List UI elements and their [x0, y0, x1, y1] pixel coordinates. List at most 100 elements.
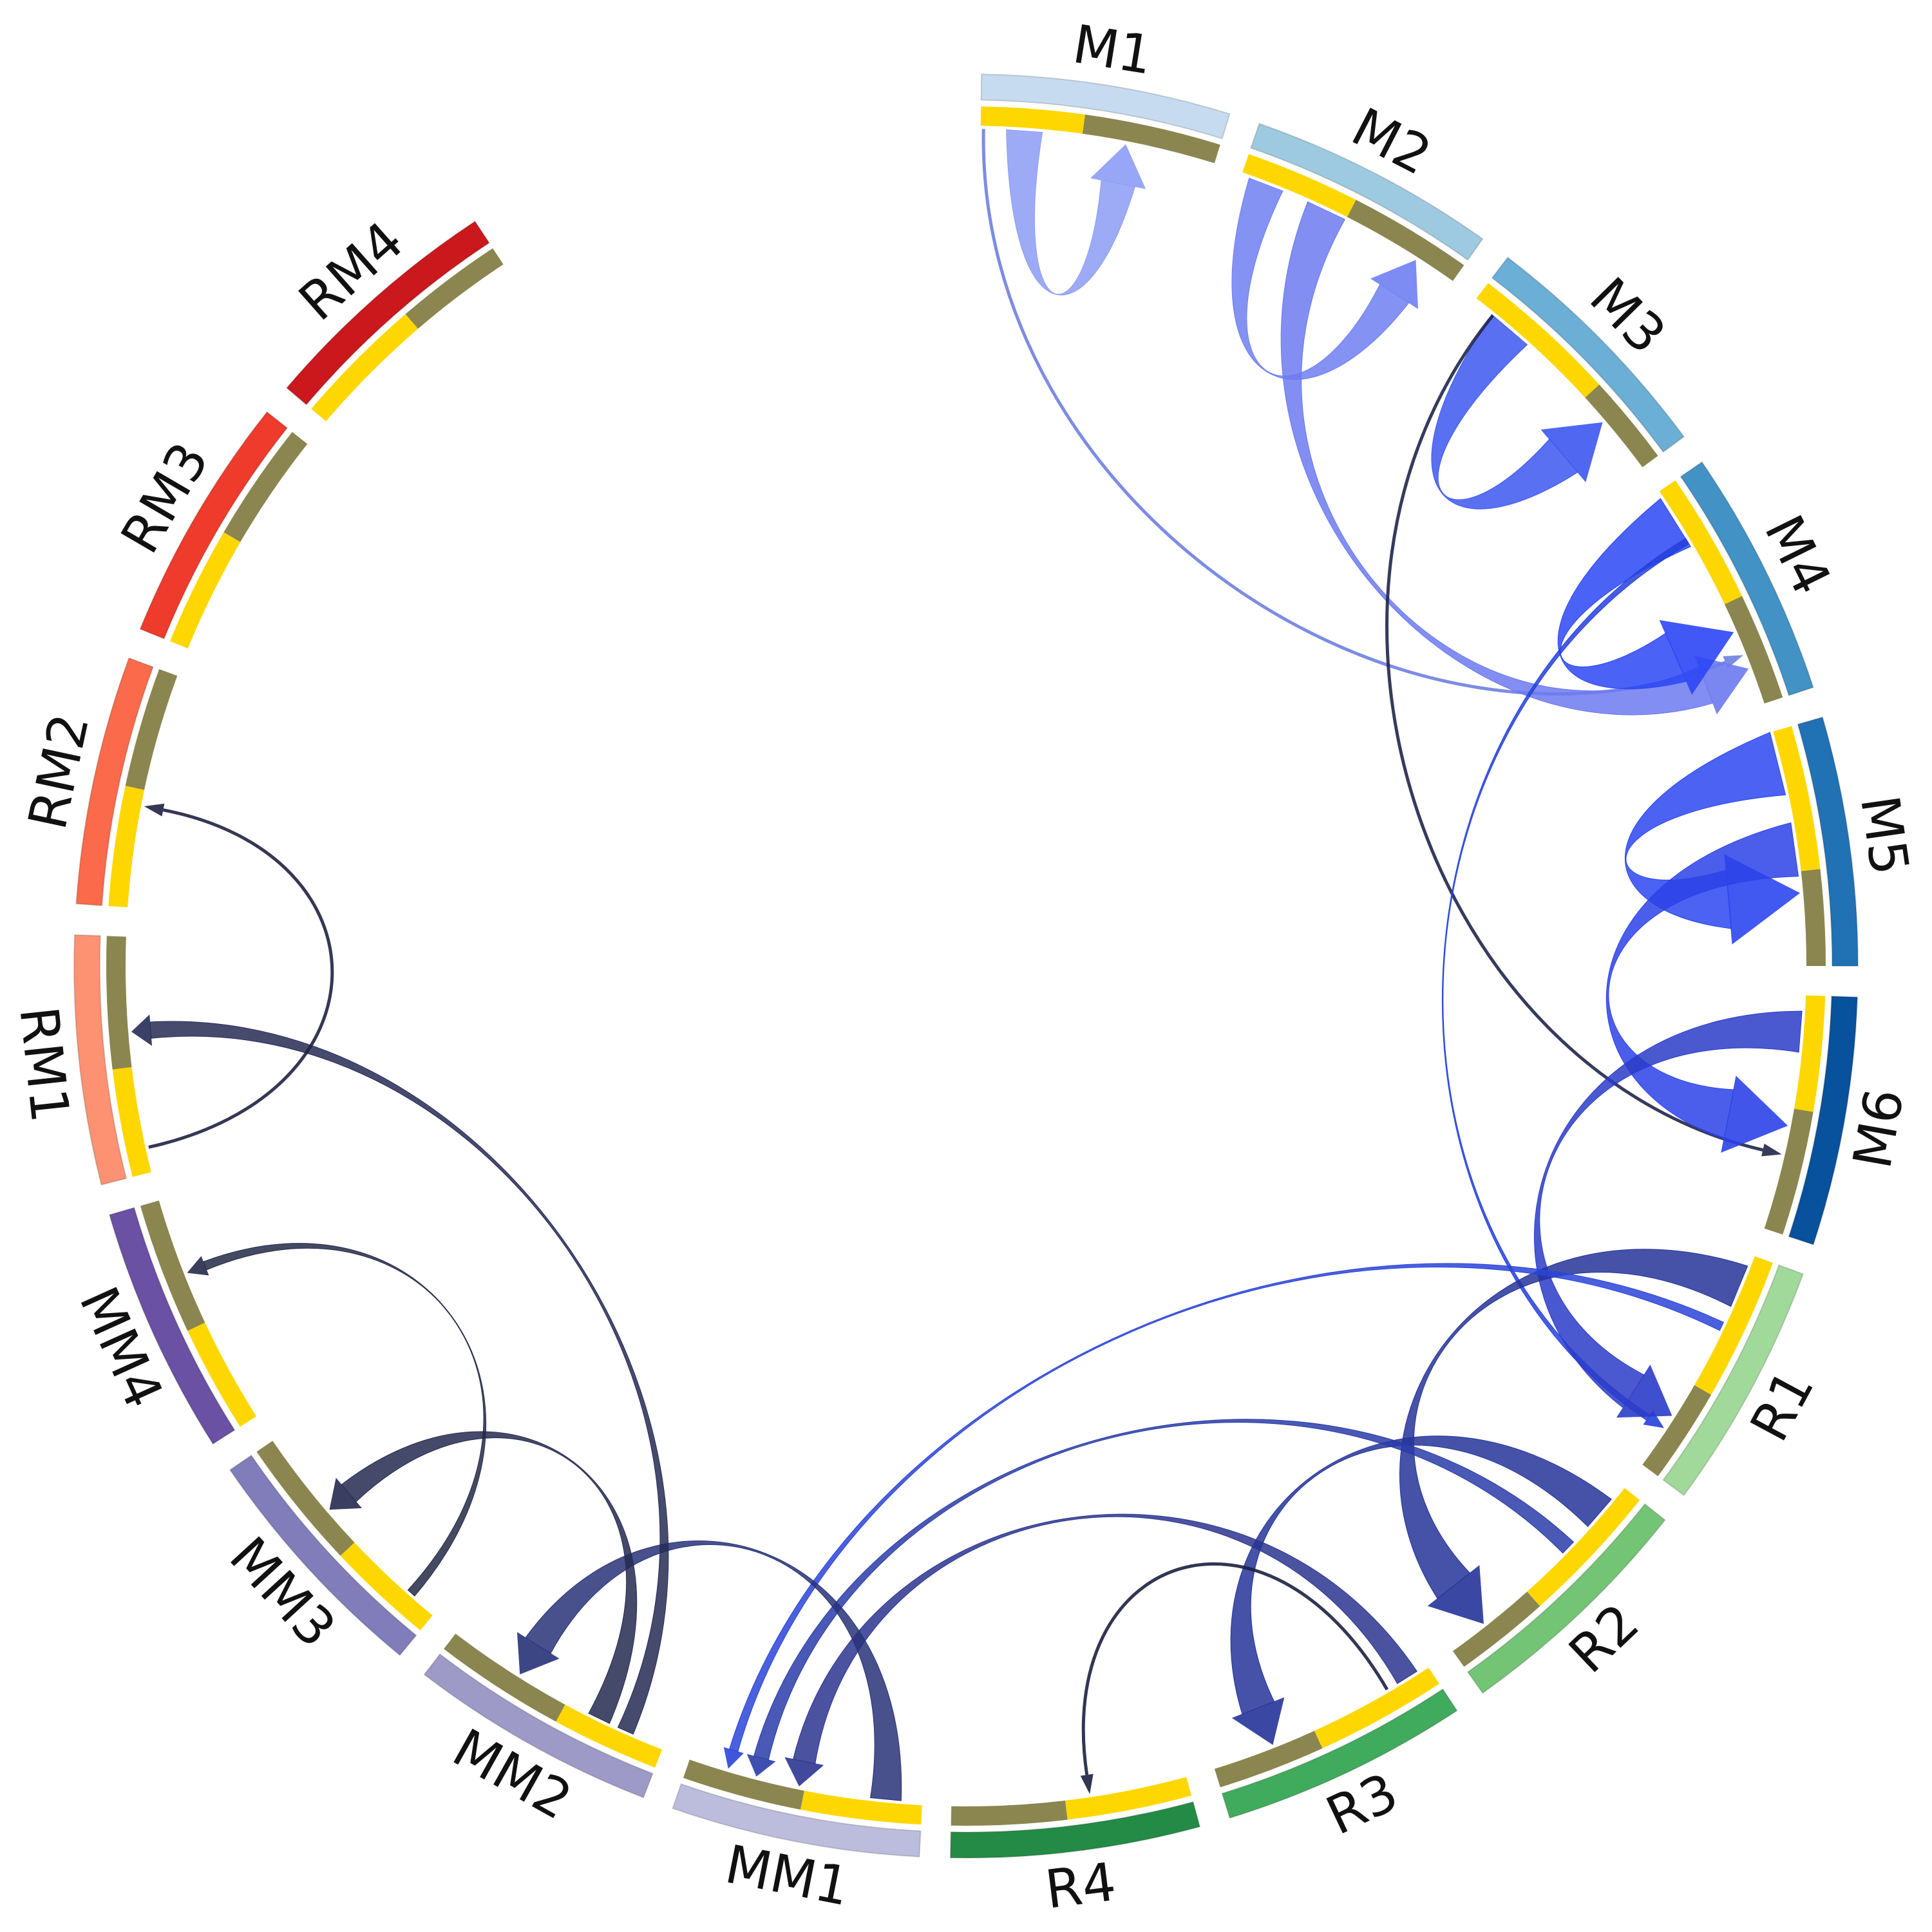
- link-r3-to-mm1: [784, 1513, 1417, 1786]
- segment-mm3: [229, 1441, 433, 1656]
- segment-m4-out-track: [1659, 480, 1743, 605]
- segment-mm3-in-track: [256, 1441, 355, 1556]
- segment-mm1-out-track: [800, 1790, 922, 1825]
- segment-r3: [1214, 1667, 1458, 1819]
- segment-r3-in-track: [1214, 1730, 1323, 1788]
- link-arrowhead: [723, 1747, 744, 1769]
- segment-m1-in-track: [1082, 114, 1220, 164]
- segment-mm1-arc: [672, 1783, 922, 1858]
- segment-m1-out-track: [980, 106, 1086, 134]
- link-m3-to-m3: [1431, 314, 1603, 509]
- link-body: [1385, 314, 1764, 1152]
- segment-rm2-out-track: [108, 786, 144, 907]
- link-arrowhead: [746, 1754, 776, 1777]
- segment-label-m5: M5: [1848, 792, 1920, 879]
- segment-m3-in-track: [1585, 384, 1658, 468]
- segment-mm2: [423, 1633, 663, 1799]
- segment-rm3-out-track: [169, 532, 241, 649]
- link-arrowhead: [329, 1477, 363, 1510]
- segment-rm2: [75, 657, 178, 907]
- link-arrowhead: [1427, 1565, 1484, 1624]
- segment-rm1-out-track: [112, 1067, 151, 1177]
- segment-rm4-arc: [285, 220, 490, 406]
- segment-m6-in-track: [1764, 1108, 1814, 1235]
- link-r3-to-r4: [1080, 1562, 1389, 1794]
- segment-m4-arc: [1680, 461, 1814, 697]
- link-body: [1081, 1562, 1389, 1776]
- link-arrowhead: [1616, 1364, 1672, 1418]
- segment-mm4-arc: [108, 1207, 236, 1445]
- segment-m1: [980, 73, 1231, 164]
- link-arrowhead: [1080, 1774, 1094, 1794]
- link-body: [1605, 822, 1799, 1140]
- segment-m2-arc: [1250, 122, 1484, 261]
- link-m2-to-m2: [1231, 177, 1418, 380]
- segment-mm4-in-track: [140, 1200, 205, 1331]
- segment-r2-in-track: [1452, 1591, 1540, 1667]
- link-m1-to-m1: [1006, 129, 1146, 296]
- segment-r4-out-track: [1065, 1777, 1192, 1820]
- link-arrowhead: [1721, 1075, 1788, 1153]
- link-m3-to-m6: [1385, 314, 1782, 1157]
- segment-m5-arc: [1797, 716, 1859, 967]
- segment-m6-arc: [1788, 995, 1859, 1245]
- segment-m6-out-track: [1794, 995, 1826, 1112]
- segment-r4-arc: [949, 1801, 1201, 1859]
- segment-mm3-out-track: [340, 1542, 433, 1631]
- segment-r1-arc: [1662, 1264, 1804, 1497]
- segment-r3-arc: [1221, 1688, 1458, 1819]
- link-mm2-to-rm1: [131, 1014, 669, 1735]
- segment-r2-arc: [1466, 1503, 1666, 1694]
- segments-layer: [73, 73, 1859, 1859]
- link-body: [148, 808, 334, 1149]
- link-m6-to-r1: [1534, 1010, 1803, 1418]
- segment-m3-out-track: [1476, 283, 1600, 398]
- segment-r1-in-track: [1642, 1385, 1712, 1477]
- link-arrowhead: [1090, 144, 1146, 189]
- labels-layer: M1M2M3M4M5M6R1R2R3R4MM1MM2MM3MM4RM1RM2RM…: [7, 14, 1920, 1921]
- segment-rm2-in-track: [125, 669, 178, 790]
- segment-label-m6: M6: [1842, 1084, 1916, 1173]
- segment-rm4-out-track: [311, 314, 419, 422]
- segment-mm2-in-track: [444, 1633, 565, 1722]
- segment-rm1-in-track: [106, 936, 132, 1070]
- link-arrowhead: [131, 1014, 153, 1046]
- segment-rm4-in-track: [405, 248, 504, 329]
- link-arrowhead: [784, 1757, 824, 1786]
- link-r2-to-mm1: [746, 1419, 1575, 1777]
- link-arrowhead: [187, 1256, 209, 1276]
- segment-r2-out-track: [1527, 1488, 1640, 1606]
- segment-m6: [1764, 995, 1859, 1245]
- link-arrowhead: [144, 803, 165, 817]
- link-rm1-to-rm2: [144, 803, 334, 1149]
- segment-rm2-arc: [75, 657, 155, 907]
- segment-rm3: [139, 411, 308, 649]
- link-m4-to-m4: [1557, 498, 1734, 695]
- link-mm1-to-mm2: [516, 1540, 902, 1801]
- link-body: [1399, 1249, 1748, 1600]
- link-arrowhead: [1231, 1697, 1285, 1745]
- segment-label-mm3: MM3: [218, 1526, 347, 1659]
- segment-rm3-arc: [139, 411, 289, 640]
- segment-rm1: [73, 934, 151, 1186]
- segment-label-r4: R4: [1042, 1852, 1119, 1921]
- segment-rm1-arc: [73, 934, 128, 1186]
- segment-m3-arc: [1491, 256, 1685, 453]
- link-mm3-to-mm4: [187, 1243, 486, 1596]
- link-arrowhead: [1370, 260, 1418, 309]
- link-arrowhead: [516, 1632, 560, 1675]
- segment-m3: [1476, 256, 1685, 468]
- segment-m2-in-track: [1347, 200, 1464, 281]
- segment-rm3-in-track: [223, 431, 308, 542]
- link-body: [1557, 498, 1691, 690]
- segment-mm3-arc: [229, 1454, 417, 1656]
- link-r1-to-r2: [1399, 1249, 1748, 1624]
- link-r2-to-r3: [1230, 1435, 1612, 1745]
- link-mm2-to-mm3: [329, 1431, 638, 1724]
- segment-mm2-out-track: [556, 1704, 663, 1768]
- link-m5-to-m6: [1605, 822, 1799, 1153]
- link-r1-to-mm1: [723, 1263, 1725, 1769]
- segment-m1-arc: [980, 73, 1231, 140]
- segment-mm2-arc: [423, 1653, 654, 1799]
- segment-mm4-out-track: [187, 1322, 257, 1427]
